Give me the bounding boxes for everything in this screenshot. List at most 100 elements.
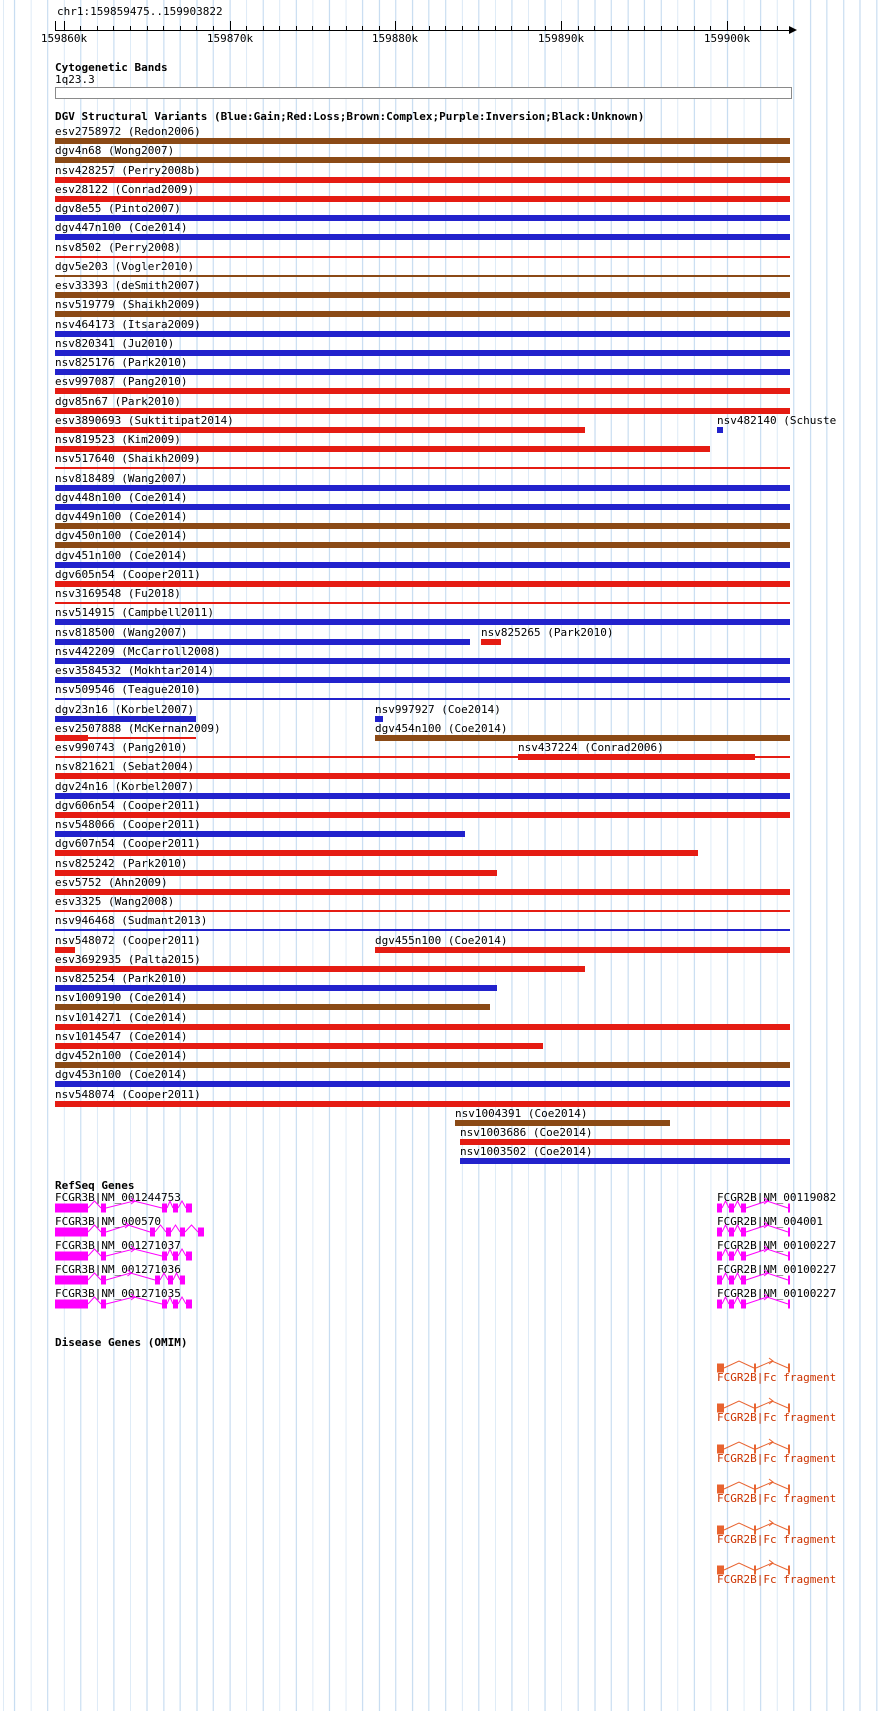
variant-bar[interactable]: [55, 965, 585, 972]
omim-gene-label[interactable]: FCGR2B|Fc fragment: [717, 1533, 837, 1546]
variant-bar[interactable]: [55, 1100, 790, 1107]
variant-label[interactable]: nsv825265 (Park2010): [481, 625, 614, 639]
gene-model[interactable]: [0, 1293, 890, 1313]
variant-bar[interactable]: [55, 850, 698, 857]
variant-bar[interactable]: [55, 888, 790, 895]
variant-bar[interactable]: [55, 542, 790, 549]
variant-bar[interactable]: [55, 388, 790, 395]
variant-bar[interactable]: [55, 1042, 543, 1049]
variant-bar[interactable]: [481, 638, 501, 645]
variant-label[interactable]: nsv1009190 (Coe2014): [55, 991, 188, 1005]
variant-label[interactable]: dgv4n68 (Wong2007): [55, 144, 175, 158]
variant-bar[interactable]: [55, 756, 790, 758]
variant-bar[interactable]: [55, 698, 790, 701]
variant-label[interactable]: nsv825242 (Park2010): [55, 856, 188, 870]
variant-bar[interactable]: [55, 523, 790, 529]
variant-label[interactable]: esv3325 (Wang2008): [55, 895, 175, 908]
variant-label[interactable]: dgv451n100 (Coe2014): [55, 548, 188, 562]
variant-label[interactable]: nsv548074 (Cooper2011): [55, 1087, 201, 1101]
variant-label[interactable]: nsv825176 (Park2010): [55, 356, 188, 369]
variant-bar[interactable]: [55, 985, 497, 991]
variant-bar[interactable]: [717, 426, 723, 433]
variant-bar[interactable]: [55, 292, 790, 298]
variant-label[interactable]: esv3692935 (Palta2015): [55, 952, 201, 966]
variant-label[interactable]: dgv447n100 (Coe2014): [55, 221, 188, 235]
variant-label[interactable]: esv33393 (deSmith2007): [55, 279, 201, 292]
variant-bar[interactable]: [55, 561, 790, 568]
variant-label[interactable]: esv997087 (Pang2010): [55, 375, 188, 389]
variant-bar[interactable]: [55, 677, 790, 683]
variant-label[interactable]: nsv509546 (Teague2010): [55, 683, 201, 697]
variant-bar[interactable]: [55, 195, 790, 202]
variant-label[interactable]: nsv548072 (Cooper2011): [55, 933, 201, 947]
variant-bar[interactable]: [55, 215, 790, 221]
variant-bar[interactable]: [55, 734, 88, 741]
variant-bar[interactable]: [55, 929, 790, 932]
gene-model[interactable]: [0, 1293, 890, 1313]
variant-label[interactable]: dgv453n100 (Coe2014): [55, 1068, 188, 1082]
variant-bar[interactable]: [55, 619, 790, 626]
variant-label[interactable]: nsv514915 (Campbell2011): [55, 606, 214, 620]
variant-label[interactable]: nsv946468 (Sudmant2013): [55, 914, 208, 928]
variant-bar[interactable]: [55, 715, 196, 722]
variant-label[interactable]: dgv23n16 (Korbel2007): [55, 702, 195, 716]
variant-label[interactable]: nsv1004391 (Coe2014): [455, 1106, 588, 1120]
variant-bar[interactable]: [55, 446, 710, 452]
variant-bar[interactable]: [375, 715, 383, 722]
variant-bar[interactable]: [55, 176, 790, 183]
variant-label[interactable]: nsv1003686 (Coe2014): [460, 1126, 593, 1139]
variant-bar[interactable]: [460, 1139, 790, 1145]
variant-label[interactable]: esv2507888 (McKernan2009): [55, 721, 221, 735]
variant-bar[interactable]: [55, 657, 790, 664]
variant-bar[interactable]: [55, 138, 790, 144]
variant-bar[interactable]: [55, 946, 75, 953]
variant-label[interactable]: esv28122 (Conrad2009): [55, 182, 195, 196]
omim-gene-model[interactable]: [0, 1478, 890, 1498]
variant-label[interactable]: esv3584532 (Mokhtar2014): [55, 664, 214, 677]
variant-label[interactable]: nsv1014271 (Coe2014): [55, 1010, 188, 1024]
variant-label[interactable]: dgv455n100 (Coe2014): [375, 933, 508, 947]
gene-label[interactable]: FCGR3B|NM_001271036: [55, 1263, 181, 1276]
variant-label[interactable]: dgv448n100 (Coe2014): [55, 490, 188, 504]
gene-label[interactable]: FCGR2B|NM_00119082: [717, 1191, 837, 1204]
variant-bar[interactable]: [55, 503, 790, 510]
variant-bar[interactable]: [55, 831, 465, 837]
variant-label[interactable]: dgv607n54 (Cooper2011): [55, 837, 201, 851]
gene-label[interactable]: FCGR3B|NM_000570: [55, 1215, 161, 1228]
variant-bar[interactable]: [375, 734, 790, 741]
gene-model[interactable]: [0, 1221, 890, 1241]
variant-label[interactable]: dgv8e55 (Pinto2007): [55, 202, 181, 215]
cytoband-box[interactable]: [55, 87, 792, 99]
omim-gene-label[interactable]: FCGR2B|Fc fragment: [717, 1573, 837, 1586]
variant-label[interactable]: nsv825254 (Park2010): [55, 972, 188, 985]
variant-label[interactable]: nsv1003502 (Coe2014): [460, 1145, 593, 1159]
variant-label[interactable]: esv2758972 (Redon2006): [55, 125, 201, 138]
variant-label[interactable]: dgv24n16 (Korbel2007): [55, 779, 195, 793]
variant-bar[interactable]: [55, 330, 790, 337]
variant-label[interactable]: nsv442209 (McCarroll2008): [55, 644, 221, 658]
gene-label[interactable]: FCGR3B|NM_001271035: [55, 1287, 181, 1300]
omim-gene-label[interactable]: FCGR2B|Fc fragment: [717, 1411, 837, 1424]
variant-label[interactable]: dgv605n54 (Cooper2011): [55, 567, 201, 581]
variant-bar[interactable]: [55, 602, 790, 604]
variant-label[interactable]: nsv437224 (Conrad2006): [518, 741, 664, 754]
variant-bar[interactable]: [55, 234, 790, 241]
gene-label[interactable]: FCGR2B|NM_00100227: [717, 1287, 837, 1300]
variant-bar[interactable]: [55, 792, 790, 799]
variant-label[interactable]: nsv818489 (Wang2007): [55, 471, 188, 485]
variant-label[interactable]: nsv820341 (Ju2010): [55, 336, 175, 350]
variant-label[interactable]: nsv3169548 (Fu2018): [55, 587, 181, 600]
variant-label[interactable]: dgv449n100 (Coe2014): [55, 510, 188, 523]
variant-bar[interactable]: [375, 946, 790, 953]
omim-gene-model[interactable]: [0, 1519, 890, 1539]
variant-bar[interactable]: [55, 311, 790, 318]
variant-bar[interactable]: [55, 349, 790, 356]
gene-label[interactable]: FCGR2B|NM_00100227: [717, 1263, 837, 1276]
gene-model[interactable]: [0, 1197, 890, 1217]
variant-label[interactable]: nsv464173 (Itsara2009): [55, 317, 201, 331]
variant-label[interactable]: dgv452n100 (Coe2014): [55, 1049, 188, 1062]
variant-bar[interactable]: [460, 1158, 790, 1165]
variant-label[interactable]: esv5752 (Ahn2009): [55, 875, 168, 889]
variant-bar[interactable]: [55, 910, 790, 912]
variant-label[interactable]: nsv548066 (Cooper2011): [55, 818, 201, 831]
